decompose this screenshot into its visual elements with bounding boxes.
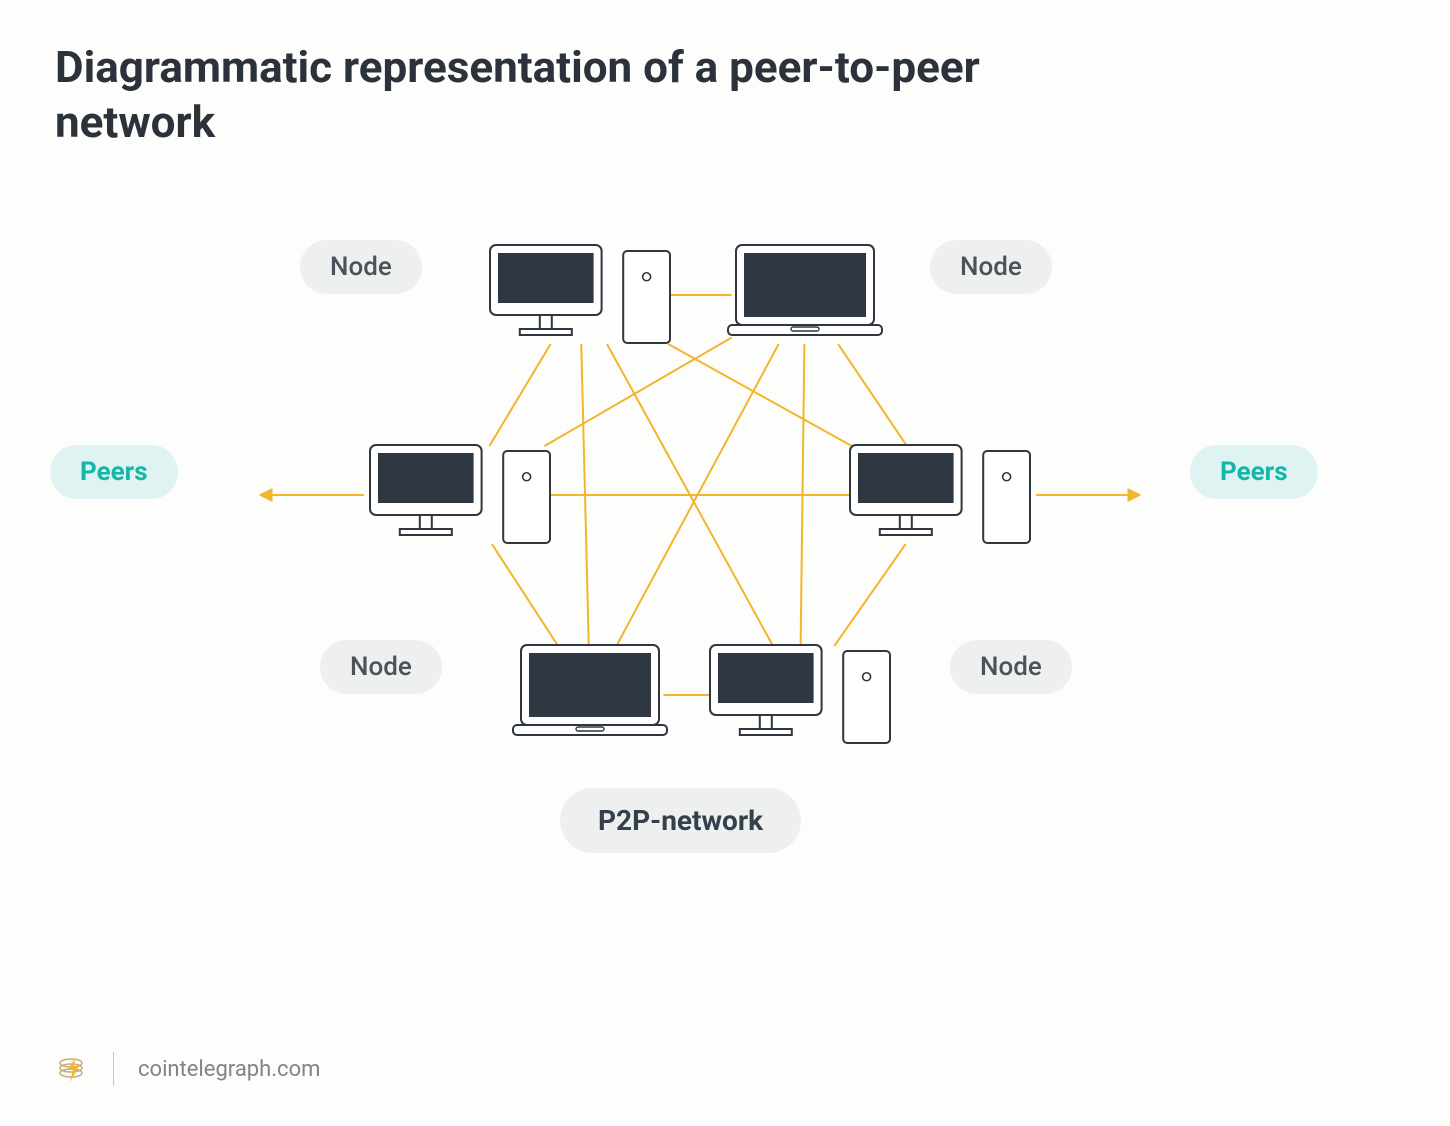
- footer: cointelegraph.com: [55, 1052, 320, 1086]
- footer-site-text: cointelegraph.com: [138, 1057, 320, 1082]
- node-label-bottom-right: Node: [950, 640, 1072, 694]
- cointelegraph-logo-icon: [55, 1052, 89, 1086]
- footer-divider: [113, 1052, 114, 1086]
- p2p-network-label: P2P-network: [560, 788, 801, 853]
- node-label-bottom-left: Node: [320, 640, 442, 694]
- network-svg: [0, 180, 1450, 880]
- diagram-title: Diagrammatic representation of a peer-to…: [55, 40, 1055, 150]
- peers-label-right: Peers: [1190, 445, 1318, 499]
- peers-label-left: Peers: [50, 445, 178, 499]
- node-label-top-left: Node: [300, 240, 422, 294]
- node-label-top-right: Node: [930, 240, 1052, 294]
- p2p-network-diagram: Node Node Node Node Peers Peers P2P-netw…: [0, 180, 1450, 880]
